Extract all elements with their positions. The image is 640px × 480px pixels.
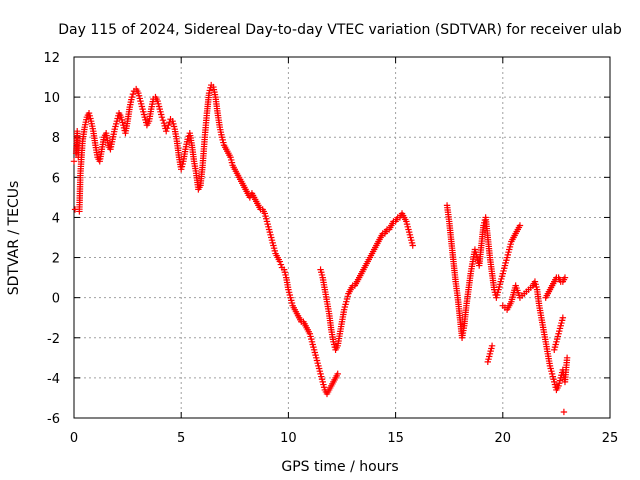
data-point [563,354,571,362]
data-point [128,93,136,101]
data-point [334,370,341,378]
data-point [516,222,524,229]
y-tick-label: 8 [52,131,60,146]
x-axis-title: GPS time / hours [281,459,398,475]
x-tick-label: 10 [280,431,297,446]
data-point [162,128,170,135]
data-point [560,408,568,416]
data-point [559,314,567,321]
x-tick-label: 20 [495,431,512,446]
data-point [158,113,166,121]
data-point [184,136,191,143]
y-tick-label: -6 [47,412,60,427]
y-tick-label: -2 [47,332,60,347]
data-point [164,124,171,132]
tick-labels: 0 5 10 15 20 25 -6 -4 -2 0 2 4 6 8 10 12 [43,51,618,446]
y-tick-label: 4 [52,211,60,226]
data-point [166,118,173,126]
x-tick-label: 25 [602,431,619,446]
data-point [277,261,285,268]
x-tick-label: 0 [70,431,78,446]
y-tick-label: 2 [52,252,60,267]
y-tick-label: -4 [47,372,60,387]
data-point [409,242,416,249]
plot-frame [73,56,611,419]
data-point [70,158,78,165]
data-point [561,274,569,281]
y-axis-title: SDTVAR / TECUs [6,181,22,296]
data-point [159,116,167,124]
data-point [129,90,137,98]
data-point [165,121,172,129]
chart-title: Day 115 of 2024, Sidereal Day-to-day VTE… [58,22,622,38]
y-tick-label: 0 [52,292,60,307]
y-tick-label: 6 [52,171,60,186]
data-point [488,342,496,349]
y-tick-label: 10 [43,91,60,106]
x-tick-label: 15 [387,431,404,446]
y-tick-label: 12 [43,51,60,66]
data-points [70,81,571,416]
data-point [276,258,284,265]
x-tick-label: 5 [177,431,185,446]
